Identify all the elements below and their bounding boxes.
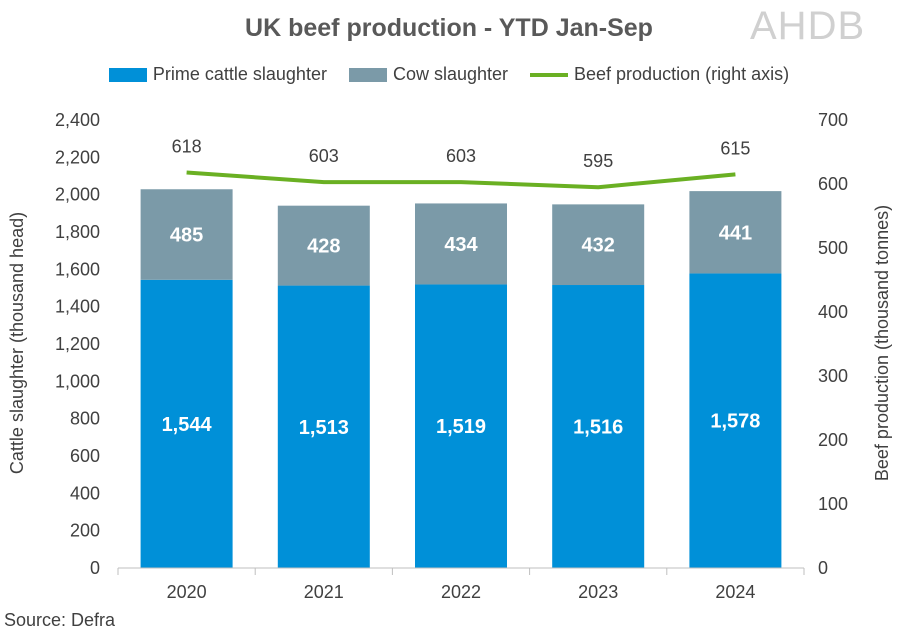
x-tick-label: 2023 [578, 582, 618, 602]
y-tick-label: 200 [70, 521, 100, 541]
legend-swatch-cow [348, 67, 387, 82]
x-tick-label: 2020 [167, 582, 207, 602]
y2-tick-label: 400 [818, 302, 848, 322]
data-label-beef: 603 [446, 146, 476, 166]
data-label-prime: 1,516 [573, 417, 623, 439]
legend-label-beef: Beef production (right axis) [574, 64, 790, 84]
y2-tick-label: 300 [818, 366, 848, 386]
y-tick-label: 800 [70, 409, 100, 429]
legend-swatch-beef [530, 72, 569, 77]
y-tick-label: 2,000 [55, 185, 100, 205]
bar-cow [415, 203, 507, 285]
beef-production-line [186, 170, 736, 190]
x-tick-label: 2024 [715, 582, 755, 602]
y2-tick-label: 0 [818, 558, 828, 578]
y2-axis-label: Beef production (thousand tonnes) [872, 205, 892, 481]
data-label-cow: 432 [582, 235, 615, 257]
data-label-prime: 1,513 [299, 417, 349, 439]
bar-prime-cattle [277, 285, 370, 568]
legend-item-prime: Prime cattle slaughter [108, 64, 327, 85]
bar-prime-cattle [552, 285, 645, 568]
bar-prime-cattle [415, 284, 507, 568]
data-label-cow: 441 [719, 222, 752, 244]
y-tick-label: 1,400 [55, 297, 100, 317]
bar-cow [277, 205, 370, 286]
y-tick-label: 1,600 [55, 259, 100, 279]
y-tick-label: 2,400 [55, 110, 100, 130]
y-tick-label: 400 [70, 483, 100, 503]
data-label-beef: 615 [720, 138, 750, 158]
data-label-beef: 603 [309, 146, 339, 166]
legend-item-cow: Cow slaughter [348, 64, 509, 85]
y-tick-label: 0 [90, 558, 100, 578]
data-label-prime: 1,578 [710, 411, 760, 433]
y2-tick-label: 200 [818, 430, 848, 450]
data-label-cow: 434 [444, 234, 478, 256]
y2-tick-label: 700 [818, 110, 848, 130]
bar-cow [552, 204, 645, 286]
y2-tick-label: 600 [818, 174, 848, 194]
y2-tick-label: 100 [818, 494, 848, 514]
y-tick-label: 1,200 [55, 334, 100, 354]
y-axis-label: Cattle slaughter (thousand head) [7, 212, 27, 474]
legend-item-beef: Beef production (right axis) [530, 64, 789, 85]
bar-prime-cattle [140, 279, 233, 568]
x-tick-label: 2021 [304, 582, 344, 602]
data-label-cow: 485 [170, 225, 203, 247]
source-note: Source: Defra [4, 610, 116, 630]
y-tick-label: 1,000 [55, 371, 100, 391]
y2-tick-label: 500 [818, 238, 848, 258]
legend-swatch-prime [108, 67, 147, 82]
legend-label-cow: Cow slaughter [392, 64, 509, 84]
x-tick-label: 2022 [441, 582, 481, 602]
y-tick-label: 2,200 [55, 147, 100, 167]
y-tick-label: 1,800 [55, 222, 100, 242]
data-label-beef: 618 [172, 136, 202, 156]
y-tick-label: 600 [70, 446, 100, 466]
data-label-cow: 428 [307, 236, 340, 258]
bar-cow [140, 189, 233, 280]
legend-label-prime: Prime cattle slaughter [152, 64, 327, 84]
legend: Prime cattle slaughter Cow slaughter Bee… [0, 64, 898, 85]
bar-prime-cattle [689, 273, 782, 568]
chart-title: UK beef production - YTD Jan-Sep [245, 14, 653, 42]
ahdb-logo: AHDB [750, 4, 866, 48]
data-label-prime: 1,519 [436, 416, 486, 438]
data-label-prime: 1,544 [162, 414, 213, 436]
bar-cow [689, 191, 782, 274]
data-label-beef: 595 [583, 151, 613, 171]
